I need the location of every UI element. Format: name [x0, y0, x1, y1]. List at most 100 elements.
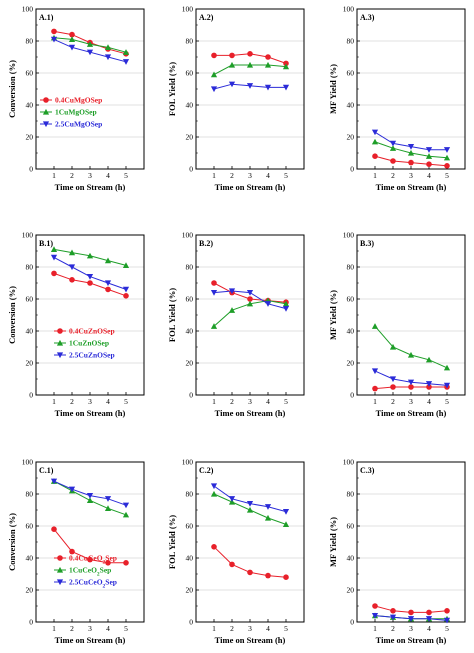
- legend-marker: [56, 566, 64, 573]
- panel-label: C.3): [360, 466, 375, 475]
- data-point: [425, 153, 433, 159]
- series-1: [210, 490, 290, 528]
- series-1: [50, 246, 130, 269]
- data-point: [122, 502, 130, 509]
- legend-label: 2.5CuMgOSep: [55, 120, 102, 129]
- legend-label: 0.4CuZnOSep: [69, 327, 115, 336]
- series-1: [210, 297, 290, 329]
- x-tick-label: 3: [409, 397, 413, 406]
- data-point: [104, 54, 112, 61]
- x-tick-label: 4: [106, 397, 110, 406]
- data-point: [68, 44, 76, 51]
- series-1: [210, 61, 290, 78]
- data-point: [371, 612, 379, 619]
- data-point: [247, 569, 253, 576]
- y-tick-label: 0: [29, 165, 33, 174]
- x-tick-label: 5: [284, 397, 288, 406]
- y-tick-label: 40: [26, 101, 34, 110]
- x-tick-label: 1: [52, 624, 56, 633]
- data-point: [228, 496, 236, 502]
- series-0: [51, 270, 129, 299]
- series-2: [50, 36, 130, 65]
- chart-panel-A.3: 0 20 40 60 80 100 1 2 3 4 5 Time on Stream (h) MF Yi…: [328, 5, 466, 192]
- data-point: [51, 28, 57, 35]
- data-point: [264, 514, 272, 521]
- x-tick-label: 5: [445, 397, 449, 406]
- y-tick-label: 100: [22, 458, 34, 467]
- y-tick-label: 100: [182, 458, 194, 467]
- legend-label: 1CuMgOSep: [55, 108, 97, 117]
- y-axis-label: MF Yield (%): [328, 517, 338, 567]
- x-tick-label: 2: [391, 624, 395, 633]
- panel-label: A.2): [199, 13, 214, 22]
- data-point: [372, 385, 378, 392]
- legend-label: 0.4CuMgOSep: [55, 96, 102, 105]
- x-tick-label: 5: [124, 171, 128, 180]
- data-point: [210, 323, 218, 329]
- y-tick-label: 40: [186, 101, 194, 110]
- y-tick-label: 20: [347, 586, 355, 595]
- data-point: [389, 145, 397, 151]
- x-axis-label: Time on Stream (h): [376, 182, 447, 192]
- legend-marker: [43, 97, 49, 103]
- data-point: [50, 36, 58, 43]
- data-point: [371, 129, 379, 136]
- y-tick-label: 20: [186, 359, 194, 368]
- data-point: [104, 505, 112, 512]
- data-point: [210, 86, 218, 93]
- data-point: [211, 52, 217, 59]
- x-tick-label: 4: [266, 171, 270, 180]
- y-tick-label: 40: [186, 554, 194, 563]
- legend-marker: [42, 108, 50, 115]
- legend-marker: [56, 352, 64, 359]
- data-point: [51, 270, 57, 277]
- data-point: [444, 163, 450, 169]
- x-tick-label: 1: [373, 624, 377, 633]
- x-tick-label: 2: [230, 624, 234, 633]
- x-tick-label: 1: [212, 397, 216, 406]
- series-2: [210, 81, 290, 93]
- data-point: [389, 614, 397, 621]
- y-tick-label: 20: [186, 586, 194, 595]
- data-point: [246, 500, 254, 507]
- legend-label: 1CuZnOSep: [69, 339, 109, 348]
- panel-label: C.1): [39, 466, 54, 475]
- x-tick-label: 5: [284, 171, 288, 180]
- data-point: [211, 544, 217, 550]
- legend-label: 1CuCeO2Sep: [69, 566, 111, 578]
- data-point: [86, 41, 94, 47]
- y-tick-label: 100: [343, 5, 355, 14]
- x-axis-label: Time on Stream (h): [215, 182, 286, 192]
- legend-label: 0.4CuCeO2Sep: [69, 554, 117, 566]
- y-tick-label: 60: [186, 69, 194, 78]
- data-point: [426, 384, 432, 390]
- x-tick-label: 3: [88, 171, 92, 180]
- data-point: [372, 603, 378, 609]
- chart-panel-B.1: 0 20 40 60 80 100 1 2 3 4 5 Time on Stream (h) Conve…: [7, 231, 145, 418]
- data-point: [282, 300, 290, 307]
- x-tick-label: 4: [106, 171, 110, 180]
- y-tick-label: 80: [26, 263, 34, 272]
- plot-frame: [356, 234, 466, 396]
- data-point: [210, 289, 218, 296]
- data-point: [246, 506, 254, 513]
- series-2: [371, 129, 451, 153]
- x-axis-label: Time on Stream (h): [215, 635, 286, 645]
- x-axis-label: Time on Stream (h): [215, 408, 286, 418]
- data-point: [122, 262, 130, 269]
- chart-panel-A.2: 0 20 40 60 80 100 1 2 3 4 5 Time on Stream (h) FOL Y…: [167, 5, 305, 192]
- y-tick-label: 20: [347, 359, 355, 368]
- data-point: [228, 307, 236, 313]
- data-point: [87, 556, 93, 563]
- data-point: [390, 158, 396, 164]
- y-axis-label: FOL Yield (%): [167, 515, 177, 569]
- data-point: [389, 343, 397, 350]
- data-point: [389, 376, 397, 383]
- data-point: [443, 154, 451, 161]
- plot-frame: [35, 234, 145, 396]
- x-tick-label: 3: [409, 171, 413, 180]
- chart-panel-C.1: 0 20 40 60 80 100 1 2 3 4 5 Time on Stream (h) Conve…: [7, 458, 145, 645]
- data-point: [69, 548, 75, 555]
- data-point: [211, 280, 217, 286]
